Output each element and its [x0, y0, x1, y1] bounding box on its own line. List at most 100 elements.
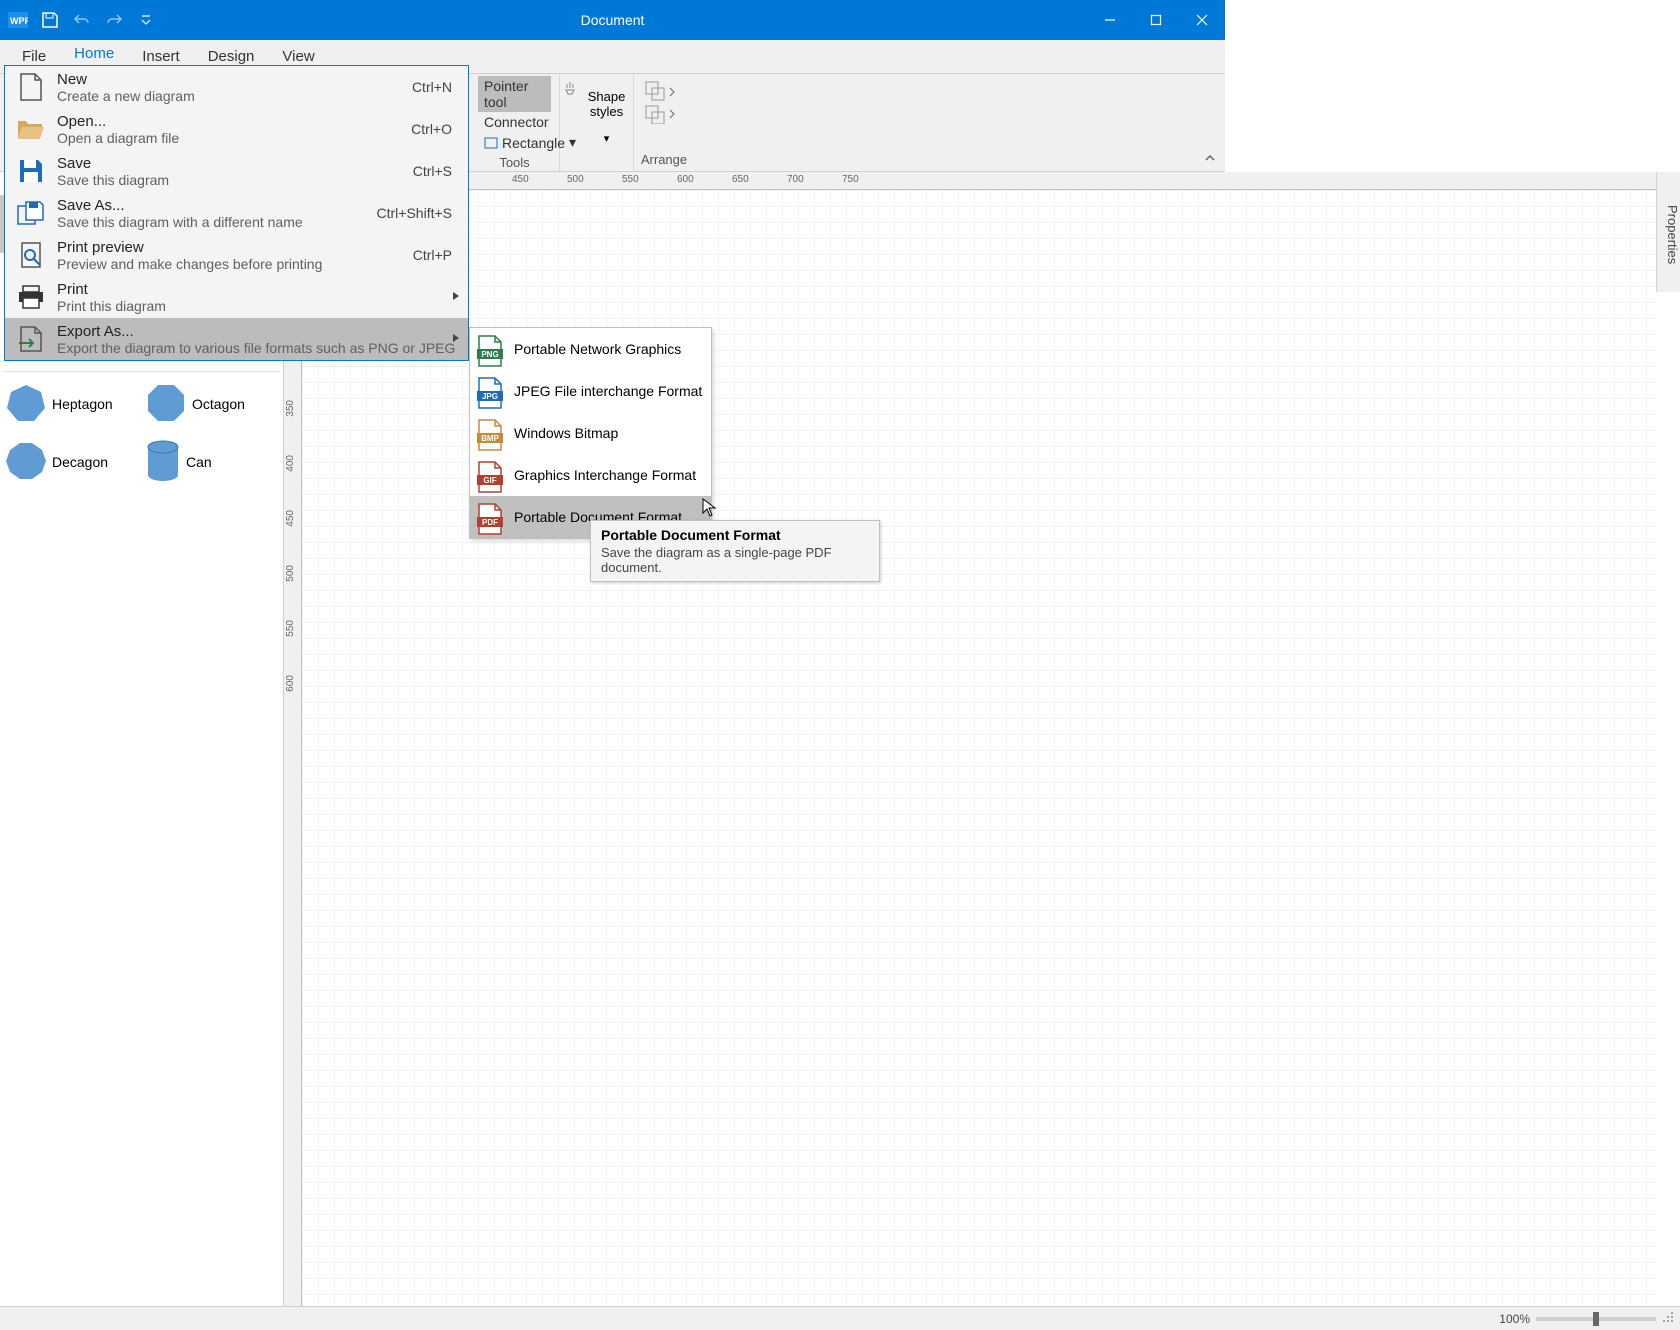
shape-icon	[6, 383, 46, 426]
divider	[4, 371, 280, 372]
export-item-label: JPEG File interchange Format	[514, 383, 702, 399]
shape-label: Heptagon	[52, 396, 113, 412]
qat-customize-icon[interactable]	[132, 6, 160, 34]
tooltip-title: Portable Document Format	[601, 527, 869, 543]
jpg-file-icon: JPG	[476, 377, 504, 405]
file-menu-export[interactable]: Export As...Export the diagram to variou…	[5, 318, 468, 360]
save-icon[interactable]	[36, 6, 64, 34]
redo-icon[interactable]	[100, 6, 128, 34]
svg-text:PNG: PNG	[481, 350, 498, 359]
resize-grip-icon[interactable]	[1662, 1311, 1674, 1326]
menu-item-title: Print preview	[57, 239, 413, 256]
collapse-ribbon-icon[interactable]	[1201, 149, 1219, 167]
shape-octagon[interactable]: Octagon	[140, 375, 280, 433]
svg-text:GIF: GIF	[483, 476, 496, 485]
menu-item-title: Open...	[57, 113, 411, 130]
export-item-label: Graphics Interchange Format	[514, 467, 696, 483]
ruler-tick: 500	[285, 565, 296, 582]
file-menu-save[interactable]: SaveSave this diagramCtrl+S	[5, 150, 468, 192]
horizontal-ruler: 450 500 550 600 650 700 750	[302, 172, 1656, 190]
ruler-tick: 550	[285, 620, 296, 637]
menu-item-title: Print	[57, 281, 458, 298]
save-icon	[15, 155, 47, 187]
saveas-icon	[15, 197, 47, 229]
cursor-icon	[702, 498, 718, 523]
ruler-tick: 400	[285, 455, 296, 472]
window-controls	[1087, 0, 1225, 40]
file-menu-new[interactable]: NewCreate a new diagramCtrl+N	[5, 66, 468, 108]
chevron-down-icon: ▾	[604, 132, 610, 145]
arrange-icons[interactable]	[644, 76, 684, 130]
export-png[interactable]: PNG Portable Network Graphics	[470, 328, 711, 370]
menu-item-desc: Export the diagram to various file forma…	[57, 340, 458, 356]
svg-text:JPG: JPG	[482, 392, 498, 401]
menu-item-title: Export As...	[57, 323, 458, 340]
rectangle-icon	[484, 136, 498, 150]
file-menu-open[interactable]: Open...Open a diagram fileCtrl+O	[5, 108, 468, 150]
ribbon-group-arrange: Arrange	[634, 74, 694, 171]
shape-decagon[interactable]: Decagon	[0, 433, 140, 491]
tools-label: Tools	[499, 153, 529, 174]
printpreview-icon	[15, 239, 47, 271]
connector-tool[interactable]: Connector	[478, 112, 551, 132]
export-submenu: PNG Portable Network Graphics JPG JPEG File…	[469, 327, 712, 539]
ruler-tick: 600	[285, 675, 296, 692]
menu-item-desc: Preview and make changes before printing	[57, 256, 413, 272]
properties-panel-tab[interactable]: Properties	[1656, 172, 1680, 292]
file-menu-print[interactable]: PrintPrint this diagram	[5, 276, 468, 318]
export-jpg[interactable]: JPG JPEG File interchange Format	[470, 370, 711, 412]
shape-heptagon[interactable]: Heptagon	[0, 375, 140, 433]
menu-shortcut: Ctrl+P	[413, 247, 458, 263]
ruler-tick: 450	[512, 174, 529, 185]
menu-item-desc: Create a new diagram	[57, 88, 412, 104]
menu-item-title: New	[57, 71, 412, 88]
window-title: Document	[581, 12, 645, 28]
undo-icon[interactable]	[68, 6, 96, 34]
rectangle-tool[interactable]: Rectangle ▾	[478, 132, 551, 153]
svg-text:PDF: PDF	[482, 518, 498, 527]
export-item-label: Portable Network Graphics	[514, 341, 681, 357]
quick-access-toolbar: WPF	[0, 6, 160, 34]
menu-shortcut: Ctrl+O	[411, 121, 458, 137]
ruler-tick: 550	[622, 174, 639, 185]
export-bmp[interactable]: BMPWindows Bitmap	[470, 412, 711, 454]
app-icon[interactable]: WPF	[4, 6, 32, 34]
file-menu-printpreview[interactable]: Print previewPreview and make changes be…	[5, 234, 468, 276]
bmp-file-icon: BMP	[476, 419, 504, 447]
title-bar: WPF Document	[0, 0, 1225, 40]
svg-text:WPF: WPF	[10, 16, 28, 26]
shape-icon	[146, 440, 180, 485]
menu-shortcut: Ctrl+N	[412, 79, 458, 95]
menu-item-desc: Print this diagram	[57, 298, 458, 314]
ruler-tick: 750	[842, 174, 859, 185]
shape-label: Can	[186, 454, 212, 470]
pointer-tool[interactable]: Pointer tool	[478, 76, 551, 112]
ruler-tick: 500	[567, 174, 584, 185]
ruler-tick: 650	[732, 174, 749, 185]
open-icon	[15, 113, 47, 145]
tooltip: Portable Document Format Save the diagra…	[590, 520, 880, 582]
menu-item-title: Save As...	[57, 197, 377, 214]
pan-tool-icon[interactable]	[558, 76, 582, 105]
svg-text:BMP: BMP	[481, 434, 499, 443]
close-button[interactable]	[1179, 0, 1225, 40]
ruler-tick: 350	[285, 400, 296, 417]
minimize-button[interactable]	[1087, 0, 1133, 40]
maximize-button[interactable]	[1133, 0, 1179, 40]
zoom-thumb[interactable]	[1593, 1312, 1599, 1326]
tooltip-desc: Save the diagram as a single-page PDF do…	[601, 545, 869, 575]
submenu-arrow-icon	[452, 330, 460, 348]
status-bar: 100%	[0, 1306, 1680, 1330]
zoom-slider[interactable]	[1536, 1317, 1656, 1321]
export-gif[interactable]: GIF Graphics Interchange Format	[470, 454, 711, 496]
ruler-tick: 700	[787, 174, 804, 185]
arrange-label: Arrange	[641, 150, 687, 171]
new-icon	[15, 71, 47, 103]
shape-styles-button[interactable]: Shape styles	[588, 76, 626, 132]
menu-shortcut: Ctrl+Shift+S	[377, 205, 458, 221]
shape-icon	[146, 383, 186, 426]
shapes-panel: RectangleEllipseTriangleRight TrianglePe…	[0, 195, 284, 1330]
ruler-tick: 600	[677, 174, 694, 185]
file-menu-saveas[interactable]: Save As...Save this diagram with a diffe…	[5, 192, 468, 234]
shape-can[interactable]: Can	[140, 433, 280, 491]
